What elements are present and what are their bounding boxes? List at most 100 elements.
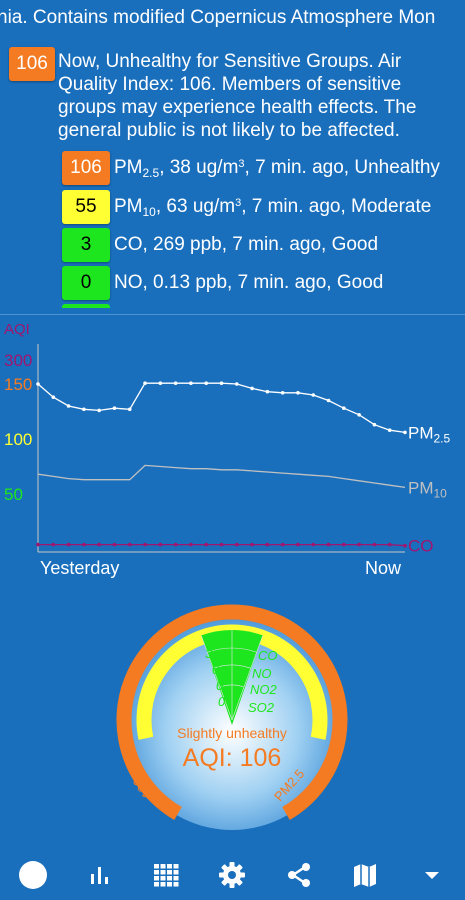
summary-aqi-badge: 106 [9,47,55,81]
nav-chart-button[interactable] [76,851,124,899]
bar-chart-icon [90,867,108,884]
chart-point [342,542,346,547]
chart-point [143,542,147,547]
chart-point [372,422,377,427]
chart-point [357,413,361,417]
chart-point [311,393,316,397]
pollutant-badge: 0 [62,266,110,300]
gauge-outer-arc [116,604,348,821]
chart-point [357,542,361,547]
chart-point [265,542,270,547]
chart-point [311,542,316,547]
chart-point [326,542,331,547]
nav-home-button[interactable] [9,851,57,899]
chart-point [97,408,101,413]
chart-point [204,542,209,547]
gauge-status-text: Slightly unhealthy [177,725,287,741]
grid-icon [154,864,179,887]
chart-point [403,543,407,548]
pollutant-row-text: PM10, 63 ug/m3, 7 min. ago, Moderate [114,196,432,219]
attribution-ticker: nia. Contains modified Copernicus Atmosp… [0,4,465,32]
chart-series-label: CO [408,537,434,556]
chart-point [51,395,56,399]
pollutant-badge: 3 [62,228,110,262]
chart-point [204,381,209,385]
chart-point [82,407,86,412]
gauge-center-label: NO [252,666,272,681]
chart-point [280,542,285,547]
dropdown-arrow-icon [424,872,439,879]
chart-point [234,542,239,547]
chart-point [280,391,285,395]
gauge-center-label: NO2 [250,682,278,697]
chart-x-end-label: Now [365,558,402,578]
chart-point [112,406,117,410]
chart-series-line [37,464,406,489]
attribution-text: nia. Contains modified Copernicus Atmosp… [0,7,436,28]
share-icon [287,863,310,887]
nav-map-button[interactable] [341,851,389,899]
gauge-center-label: 0 [216,678,224,693]
pollutant-badge: 55 [62,190,110,224]
chart-point [296,391,300,395]
gauge-center-label: 0 [218,694,226,709]
pollutant-row-text: CO, 269 ppb, 7 min. ago, Good [114,234,379,255]
chart-point [219,381,224,385]
summary-text: Now, Unhealthy for Sensitive Groups. Air… [58,51,417,141]
chart-point [127,407,132,412]
chart-point [250,542,254,547]
gauge-center-label: 0 [212,662,220,677]
gauge-center-label: 3 [205,646,213,661]
gauge-svg: 3 CO 0 NO 0 NO2 0 SO2 Slightly unhealthy AQI: 106… [116,604,348,830]
chart-point [265,389,270,394]
bottom-navigation [0,850,465,900]
gauge-pm10-value: 55 [138,696,155,713]
chart-point [36,542,40,547]
map-icon [354,864,377,887]
pollutant-badge: 106 [62,151,110,185]
chart-point [250,386,254,391]
chart-point [372,542,377,547]
nav-more-button[interactable] [408,851,456,899]
chart-point [158,542,163,547]
chart-point [36,382,40,386]
nav-grid-button[interactable] [142,851,190,899]
chart-point [219,542,224,547]
chart-point [342,406,346,410]
chart-point [112,542,117,547]
nav-settings-button[interactable] [208,851,256,899]
chart-ylabel: AQI [4,321,30,338]
chart-point [82,542,86,547]
gauge-pm10-name: PM10 [310,700,330,736]
chart-point [387,542,392,547]
chart-point [143,381,147,385]
home-circle-icon [19,861,48,889]
pollutant-row-text: NO, 0.13 ppb, 7 min. ago, Good [114,272,384,293]
settings-icon [219,862,246,888]
chart-point [189,381,193,385]
chart-y-tick: 150 [4,375,32,394]
aqi-history-chart: AQI 300 150 100 50 Yesterday Now PM2.5 PM10 CO [0,314,465,584]
pollutant-badge-partial [62,304,110,308]
chart-point [173,542,178,547]
chart-point [158,381,163,385]
chart-point [326,398,331,403]
gauge-center-label: CO [258,648,278,663]
aqi-gauge: 3 CO 0 NO 0 NO2 0 SO2 Slightly unhealthy AQI: 106… [0,590,465,842]
chart-point [173,381,178,385]
chart-point [51,542,56,547]
chart-point [234,382,239,386]
chart-y-tick: 50 [4,485,23,504]
nav-share-button[interactable] [275,851,323,899]
chart-point [387,428,392,432]
chart-point [403,430,407,435]
chart-y-tick: 300 [4,351,32,370]
pollutant-row-text: PM2.5, 38 ug/m3, 7 min. ago, Unhealthy [114,157,440,180]
chart-point [97,542,101,547]
chart-y-tick: 100 [4,430,32,449]
gauge-aqi-text: AQI: 106 [183,744,282,772]
chart-point [66,404,71,408]
chart-point [189,542,193,547]
chart-point [66,542,71,547]
